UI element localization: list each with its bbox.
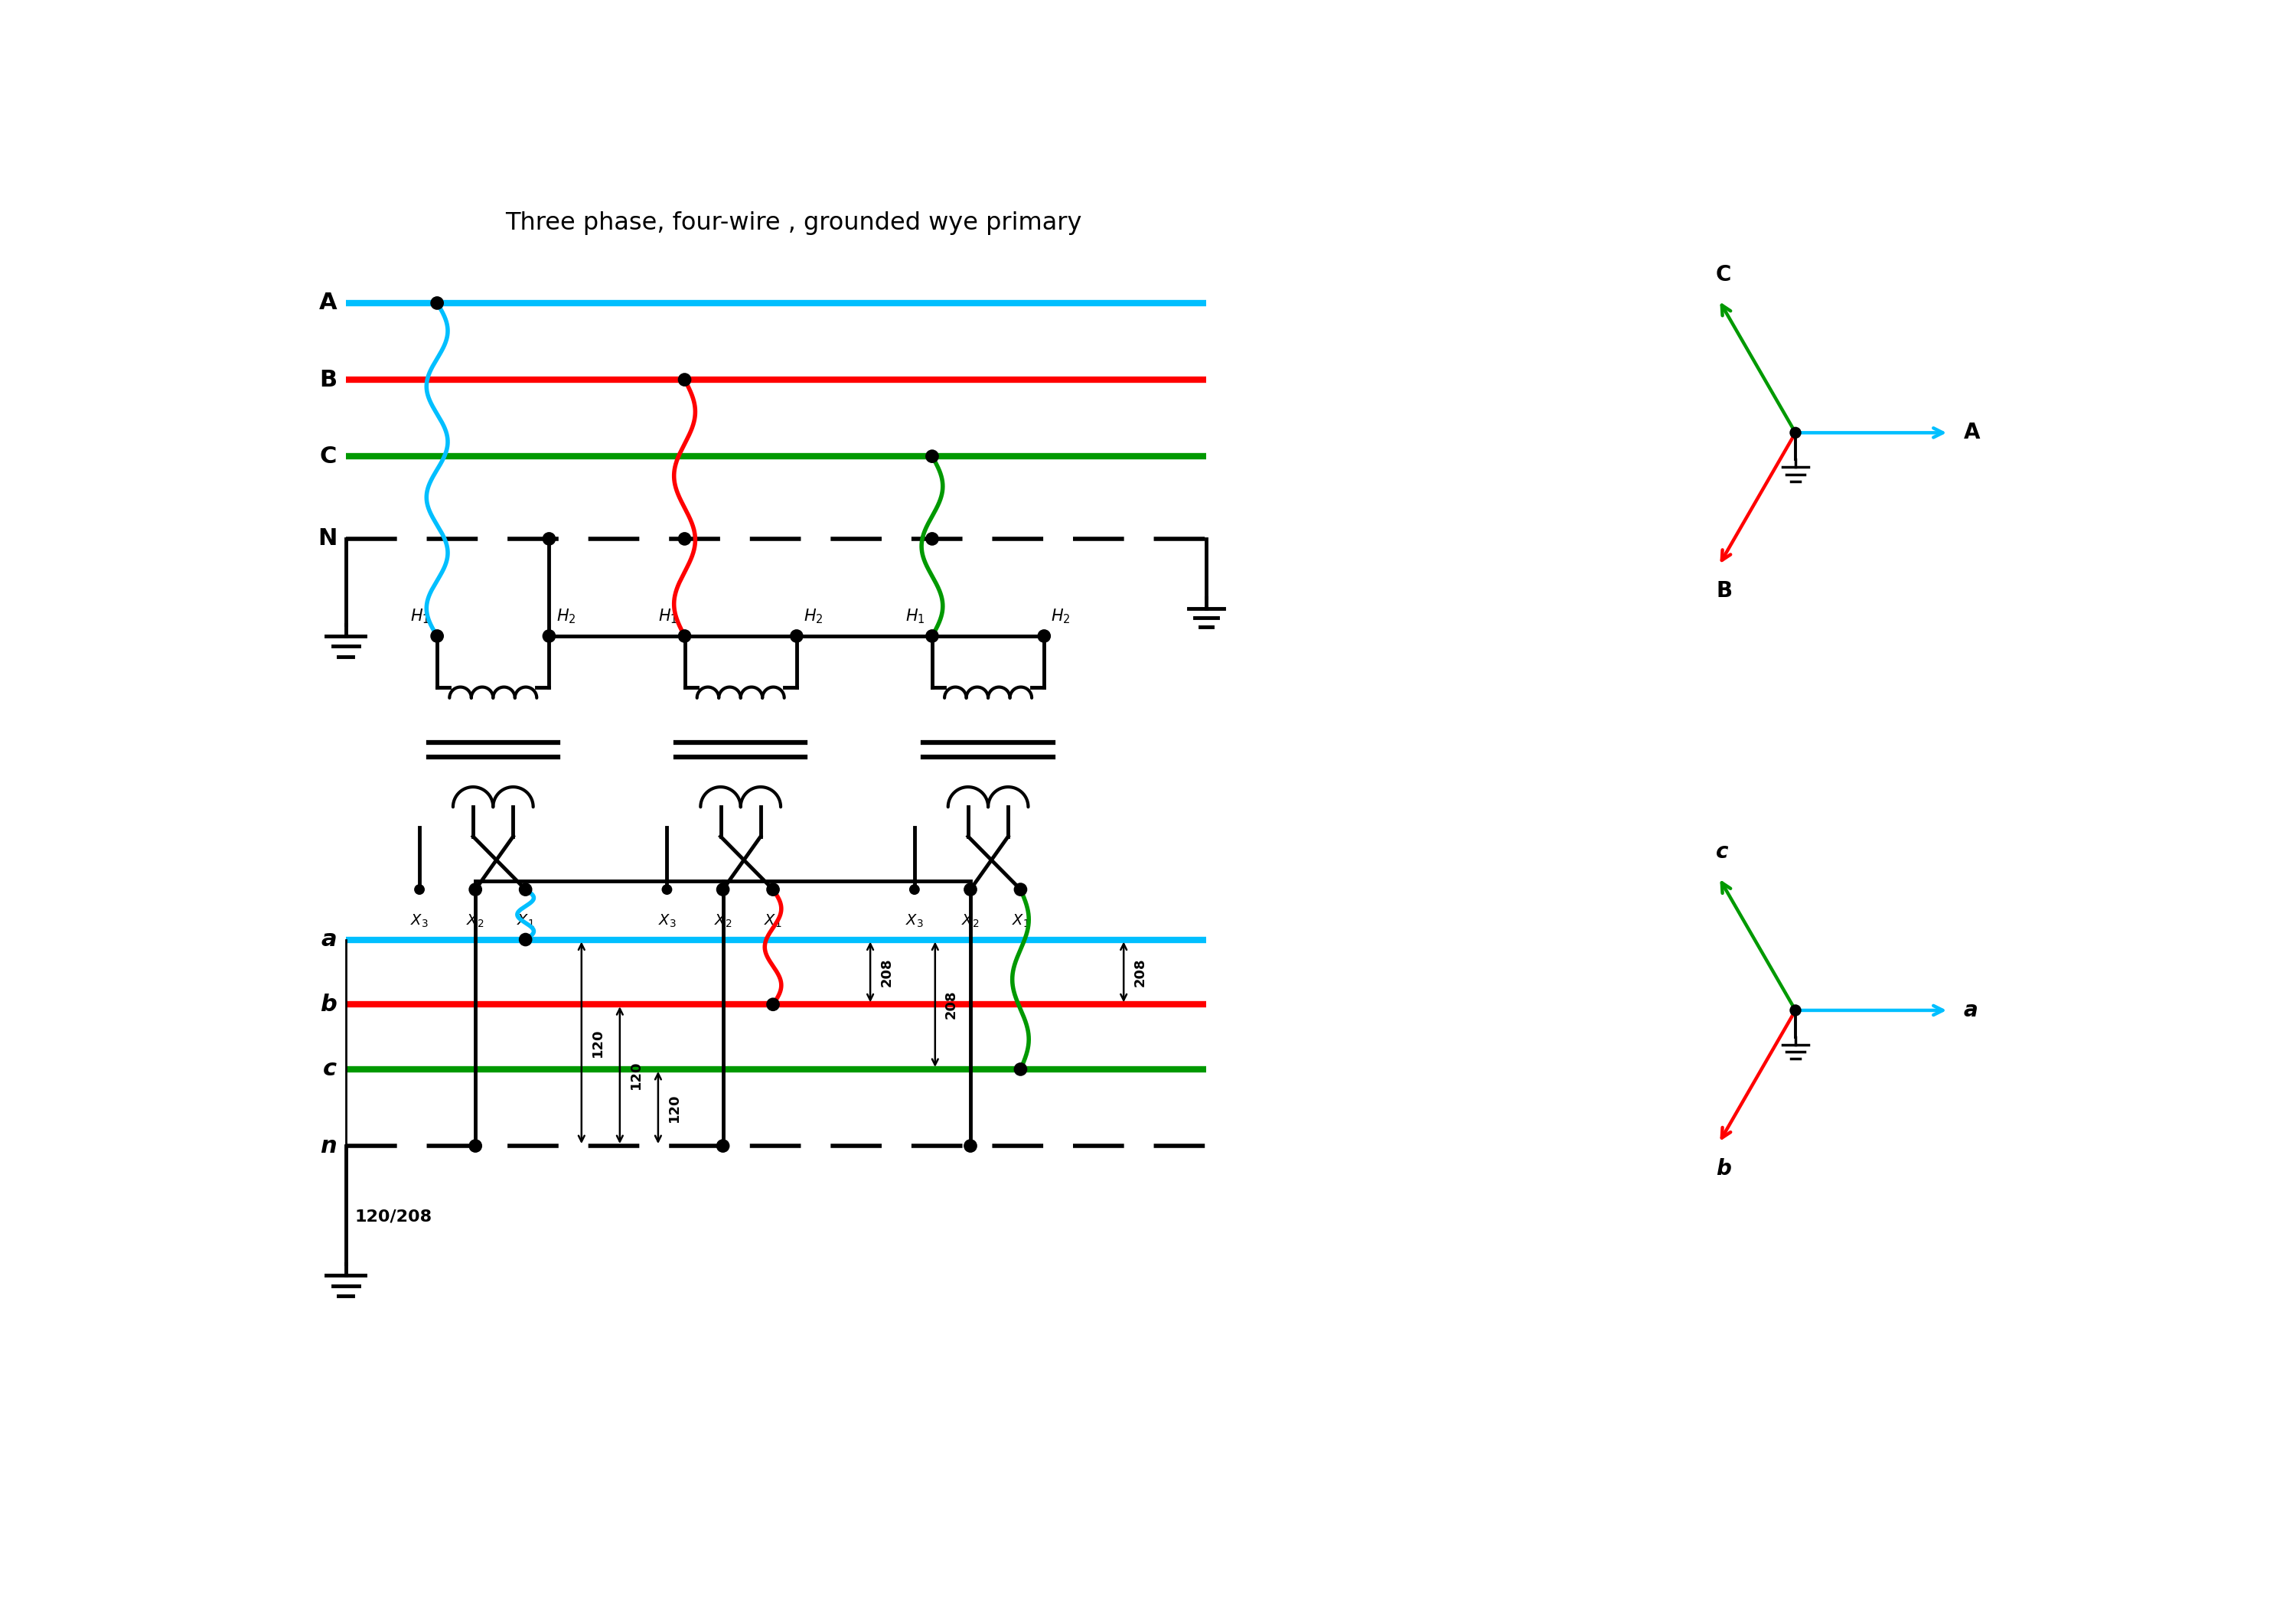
Circle shape: [429, 629, 443, 643]
Circle shape: [413, 885, 425, 895]
Circle shape: [767, 883, 781, 896]
Text: 120: 120: [668, 1093, 682, 1122]
Text: $X_1$: $X_1$: [1013, 912, 1029, 930]
Circle shape: [429, 297, 443, 310]
Text: $H_2$: $H_2$: [556, 608, 576, 625]
Circle shape: [964, 883, 978, 896]
Text: $X_3$: $X_3$: [411, 912, 429, 930]
Text: $X_3$: $X_3$: [659, 912, 675, 930]
Text: A: A: [319, 292, 338, 314]
Text: $X_2$: $X_2$: [962, 912, 980, 930]
Circle shape: [1789, 1004, 1802, 1016]
Text: C: C: [319, 445, 338, 467]
Circle shape: [519, 933, 533, 946]
Text: $H_2$: $H_2$: [804, 608, 824, 625]
Text: $X_1$: $X_1$: [517, 912, 535, 930]
Circle shape: [468, 883, 482, 896]
Text: 208: 208: [1134, 958, 1148, 987]
Circle shape: [1015, 883, 1026, 896]
Circle shape: [1789, 427, 1802, 438]
Circle shape: [677, 532, 691, 545]
Circle shape: [468, 1140, 482, 1153]
Text: 208: 208: [944, 990, 957, 1019]
Circle shape: [542, 532, 556, 545]
Circle shape: [767, 998, 781, 1011]
Text: B: B: [319, 369, 338, 390]
Text: $H_1$: $H_1$: [411, 608, 429, 625]
Text: 120/208: 120/208: [354, 1209, 432, 1224]
Circle shape: [661, 885, 673, 895]
Circle shape: [716, 1140, 730, 1153]
Circle shape: [925, 629, 939, 643]
Text: a: a: [321, 929, 338, 951]
Text: B: B: [1715, 580, 1731, 601]
Text: a: a: [1963, 999, 1977, 1020]
Circle shape: [716, 883, 730, 896]
Text: $H_1$: $H_1$: [905, 608, 925, 625]
Text: $X_1$: $X_1$: [765, 912, 783, 930]
Text: Three phase, four-wire , grounded wye primary: Three phase, four-wire , grounded wye pr…: [505, 211, 1081, 235]
Text: c: c: [324, 1057, 338, 1080]
Text: $H_1$: $H_1$: [659, 608, 677, 625]
Text: $H_2$: $H_2$: [1052, 608, 1070, 625]
Text: C: C: [1715, 264, 1731, 285]
Circle shape: [1015, 1062, 1026, 1077]
Circle shape: [1038, 629, 1052, 643]
Text: b: b: [319, 993, 338, 1016]
Text: 120: 120: [590, 1028, 604, 1057]
Text: A: A: [1963, 422, 1979, 443]
Circle shape: [964, 1140, 978, 1153]
Text: 208: 208: [879, 958, 893, 987]
Text: $X_2$: $X_2$: [466, 912, 484, 930]
Circle shape: [542, 629, 556, 643]
Circle shape: [519, 883, 533, 896]
Text: b: b: [1715, 1157, 1731, 1180]
Circle shape: [925, 532, 939, 545]
Circle shape: [925, 450, 939, 463]
Text: $X_3$: $X_3$: [905, 912, 923, 930]
Text: n: n: [319, 1135, 338, 1157]
Circle shape: [909, 885, 921, 895]
Circle shape: [677, 629, 691, 643]
Text: c: c: [1715, 841, 1729, 862]
Text: $X_2$: $X_2$: [714, 912, 732, 930]
Text: 120: 120: [629, 1061, 643, 1090]
Text: N: N: [317, 527, 338, 550]
Circle shape: [790, 629, 804, 643]
Circle shape: [677, 372, 691, 387]
